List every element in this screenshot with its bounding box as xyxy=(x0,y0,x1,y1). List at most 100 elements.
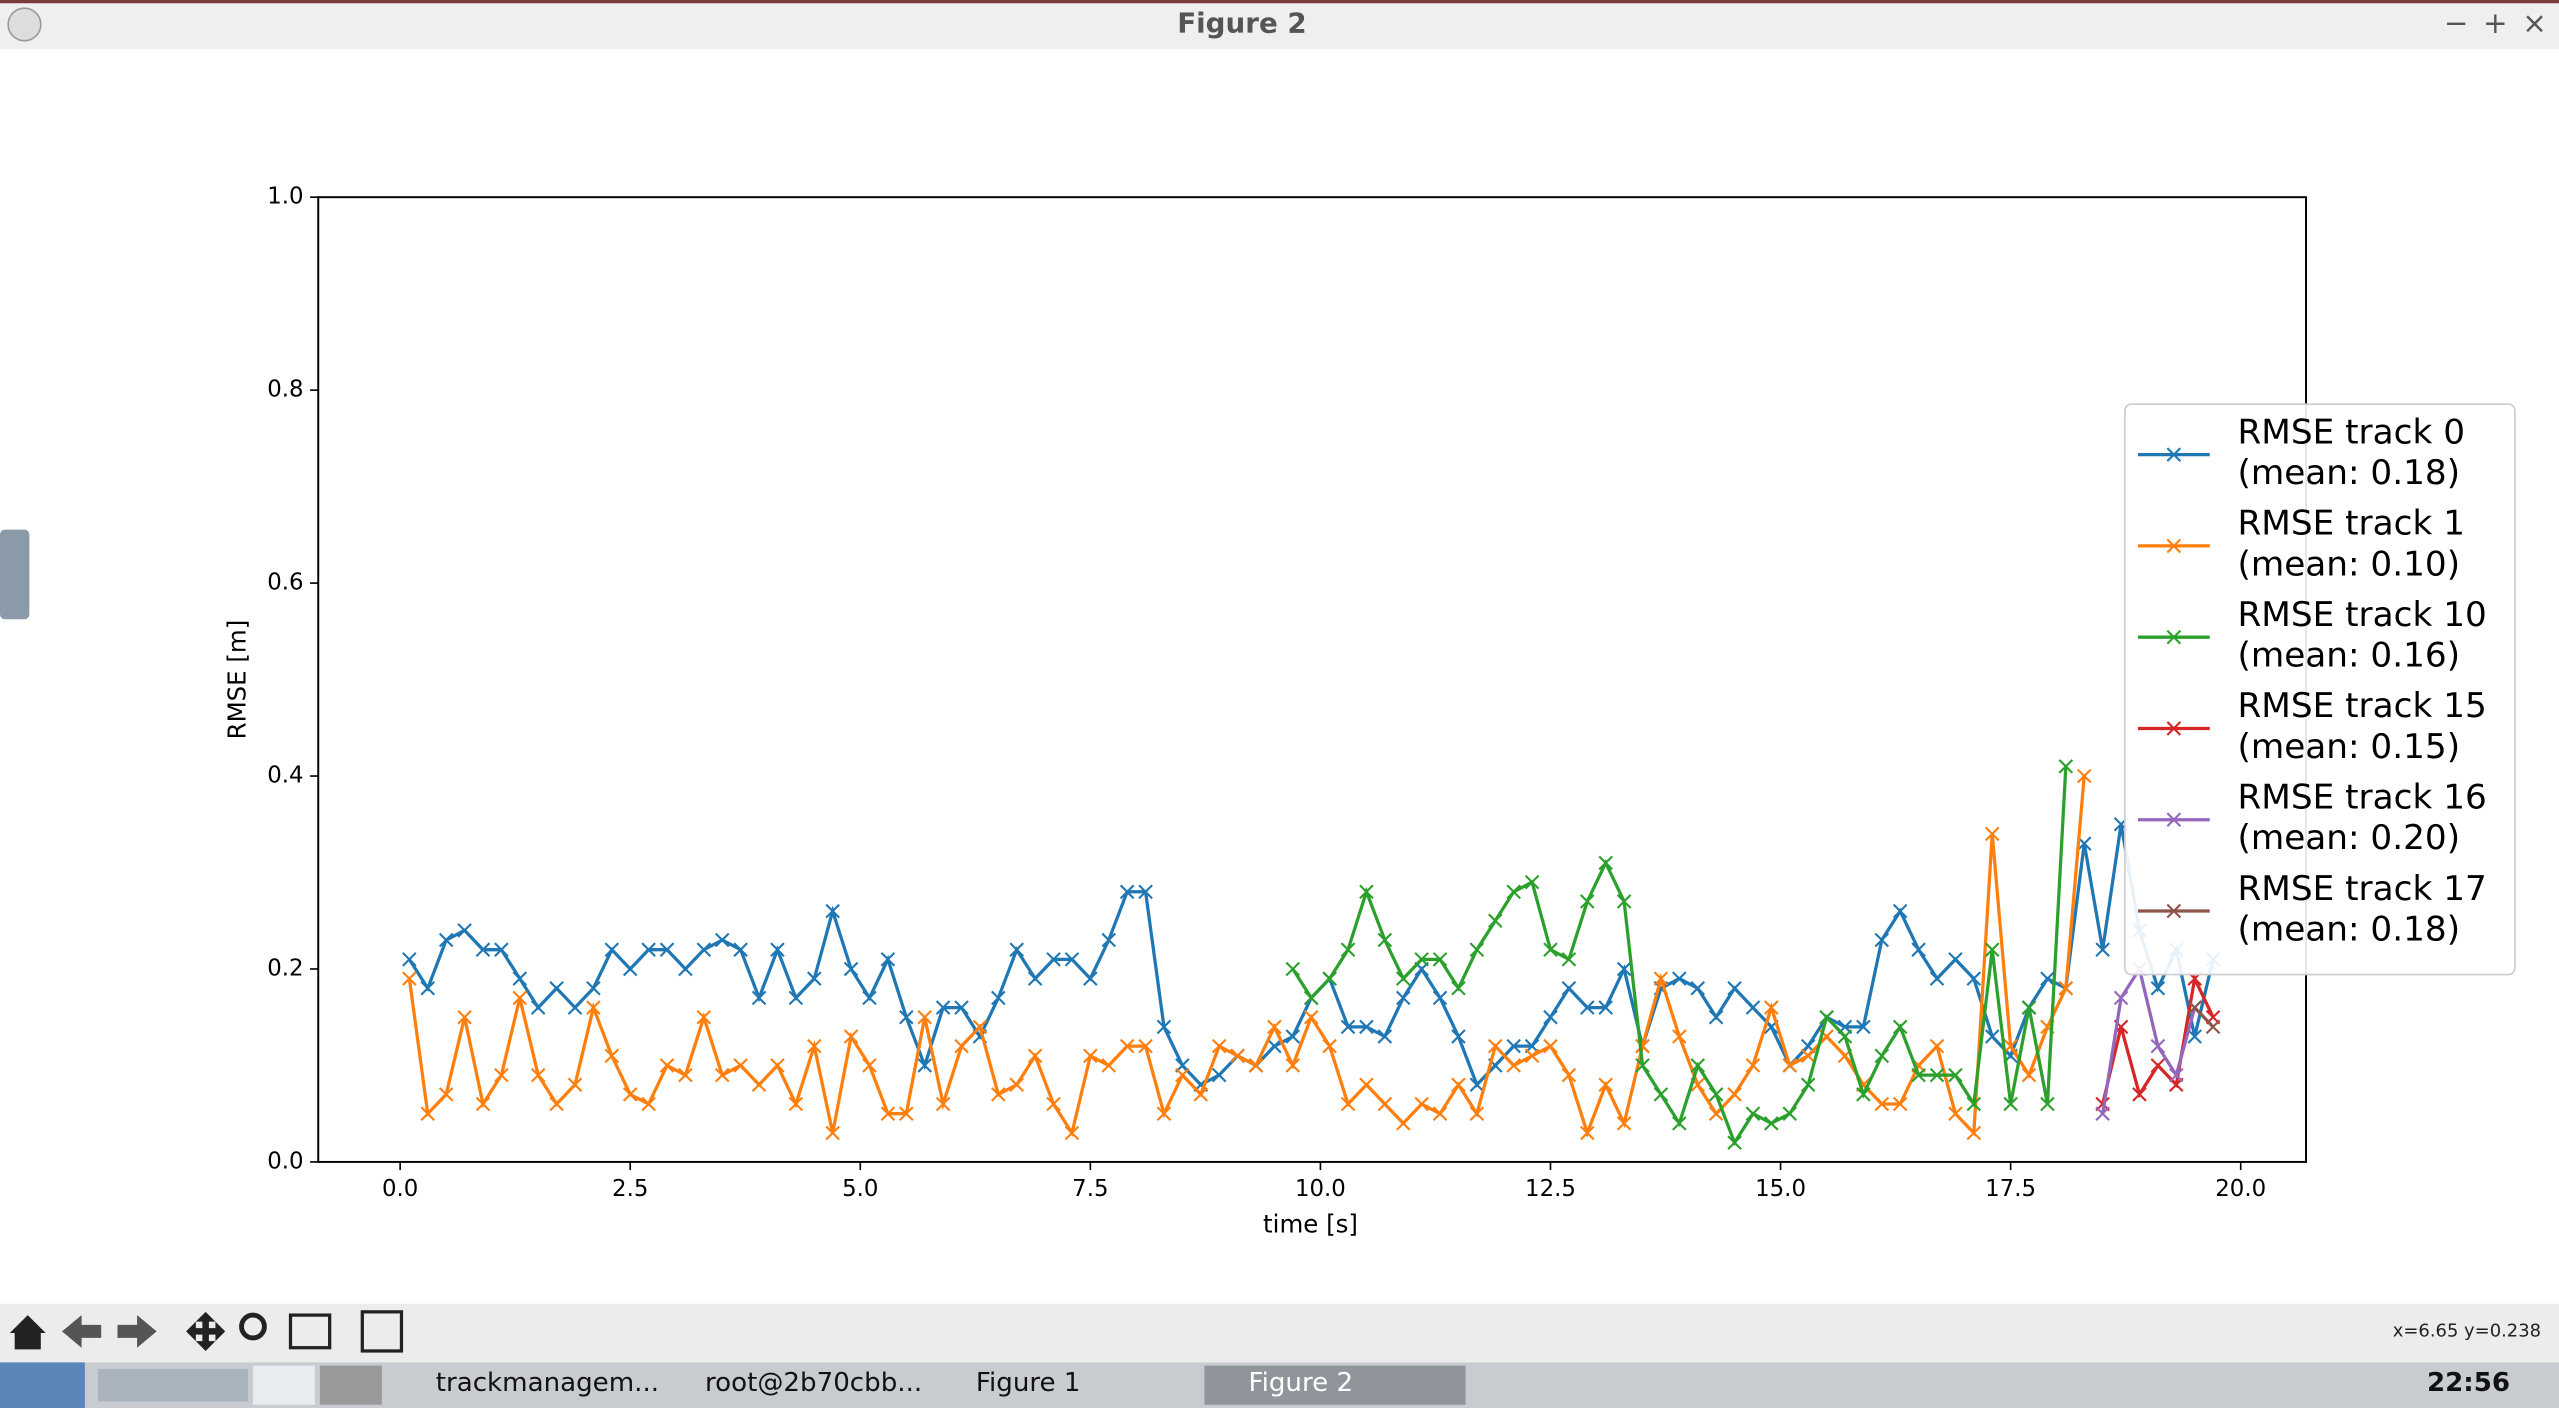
point-marker xyxy=(1156,1019,1172,1035)
point-marker xyxy=(1708,1009,1724,1025)
y-tick-label: 1.0 xyxy=(267,184,303,210)
point-marker xyxy=(1046,1096,1061,1112)
start-button[interactable] xyxy=(0,1362,85,1408)
task-item[interactable]: root@2b70cbb... xyxy=(705,1368,922,1398)
forward-button[interactable] xyxy=(117,1315,157,1348)
point-marker xyxy=(2095,1106,2110,1121)
point-marker xyxy=(1543,1009,1558,1025)
point-marker xyxy=(512,971,528,986)
point-marker xyxy=(604,1048,620,1064)
desktop-pager[interactable] xyxy=(252,1365,315,1405)
point-marker xyxy=(2150,1058,2166,1073)
point-marker xyxy=(917,1009,932,1025)
task-item[interactable]: Figure 2 xyxy=(1248,1368,1353,1398)
window-title: Figure 2 xyxy=(1177,6,1307,39)
legend-marker xyxy=(2166,447,2182,462)
point-marker xyxy=(1966,1096,1982,1112)
configure-button[interactable] xyxy=(288,1313,332,1350)
point-marker xyxy=(1377,1096,1393,1112)
title-bar xyxy=(0,0,2559,49)
point-marker xyxy=(1672,1029,1687,1044)
point-marker xyxy=(438,932,454,948)
point-marker xyxy=(530,1067,546,1083)
point-marker xyxy=(1911,1067,1926,1083)
desktop-pager-2[interactable] xyxy=(319,1365,382,1405)
point-marker xyxy=(512,990,528,1006)
point-marker xyxy=(843,961,859,977)
point-marker xyxy=(751,1077,767,1093)
side-handle[interactable] xyxy=(0,529,30,620)
back-button[interactable] xyxy=(62,1315,102,1348)
point-marker xyxy=(1506,1038,1521,1054)
point-marker xyxy=(899,1106,914,1121)
home-button[interactable] xyxy=(9,1315,46,1350)
point-marker xyxy=(2132,1087,2147,1102)
point-marker xyxy=(530,1000,546,1015)
point-marker xyxy=(1451,1029,1466,1044)
x-tick-label: 7.5 xyxy=(1072,1176,1108,1202)
point-marker xyxy=(1395,971,1411,986)
x-tick-label: 10.0 xyxy=(1295,1176,1346,1202)
point-marker xyxy=(1948,1067,1963,1083)
point-marker xyxy=(2040,1096,2055,1112)
point-marker xyxy=(714,1067,730,1083)
point-marker xyxy=(1580,1125,1595,1141)
point-marker xyxy=(1101,932,1117,948)
point-marker xyxy=(1119,884,1135,900)
x-tick-label: 0.0 xyxy=(382,1176,418,1202)
task-item[interactable]: Figure 1 xyxy=(976,1368,1081,1398)
legend-label: RMSE track 16 (mean: 0.20) xyxy=(2237,777,2486,858)
zoom-button[interactable] xyxy=(239,1312,267,1341)
legend-line: RMSE track 17 xyxy=(2237,868,2486,908)
active-task[interactable] xyxy=(1204,1365,1466,1405)
minimize-button[interactable]: − xyxy=(2444,6,2469,40)
point-marker xyxy=(1175,1067,1190,1083)
point-marker xyxy=(1745,1106,1761,1121)
point-marker xyxy=(1653,971,1669,986)
maximize-button[interactable]: + xyxy=(2483,6,2508,40)
point-marker xyxy=(935,1096,951,1112)
point-marker xyxy=(1966,971,1982,986)
x-tick-label: 20.0 xyxy=(2215,1176,2266,1202)
x-tick-label: 12.5 xyxy=(1525,1176,1576,1202)
point-marker xyxy=(1966,1125,1982,1141)
save-button[interactable] xyxy=(360,1310,404,1353)
y-tick-label: 0.0 xyxy=(267,1148,303,1174)
point-marker xyxy=(1561,981,1577,996)
point-marker xyxy=(2040,971,2055,986)
legend-line: RMSE track 10 xyxy=(2237,595,2486,635)
point-marker xyxy=(1598,1000,1613,1015)
legend-label: RMSE track 15 (mean: 0.15) xyxy=(2237,686,2486,767)
close-button[interactable]: × xyxy=(2522,6,2547,40)
app-icon[interactable] xyxy=(7,7,42,42)
point-marker xyxy=(1561,1067,1577,1083)
point-marker xyxy=(1469,1106,1485,1121)
point-marker xyxy=(1616,894,1632,909)
point-marker xyxy=(1782,1058,1798,1073)
point-marker xyxy=(1487,913,1503,929)
y-axis-label: RMSE [m] xyxy=(222,620,251,740)
point-marker xyxy=(1377,932,1393,948)
point-marker xyxy=(1690,1058,1706,1073)
y-tick-label: 0.8 xyxy=(267,377,303,403)
y-tick-label: 0.2 xyxy=(267,955,303,981)
point-marker xyxy=(1340,942,1356,957)
y-tick-label: 0.6 xyxy=(267,570,303,596)
point-marker xyxy=(1359,1077,1374,1093)
point-marker xyxy=(1322,971,1337,986)
plot-area xyxy=(402,759,2221,1150)
point-marker xyxy=(1690,981,1706,996)
point-marker xyxy=(1874,1096,1890,1112)
point-marker xyxy=(2058,759,2074,774)
point-marker xyxy=(1727,1135,1742,1150)
point-marker xyxy=(1727,1087,1742,1102)
point-marker xyxy=(1892,1096,1908,1112)
point-marker xyxy=(1837,1029,1853,1044)
launchers[interactable] xyxy=(97,1368,249,1402)
point-marker xyxy=(770,1058,785,1073)
point-marker xyxy=(1469,942,1485,957)
point-marker xyxy=(1340,1019,1356,1035)
point-marker xyxy=(1874,932,1890,948)
task-item[interactable]: trackmanagem... xyxy=(436,1368,659,1398)
point-marker xyxy=(1561,952,1577,967)
